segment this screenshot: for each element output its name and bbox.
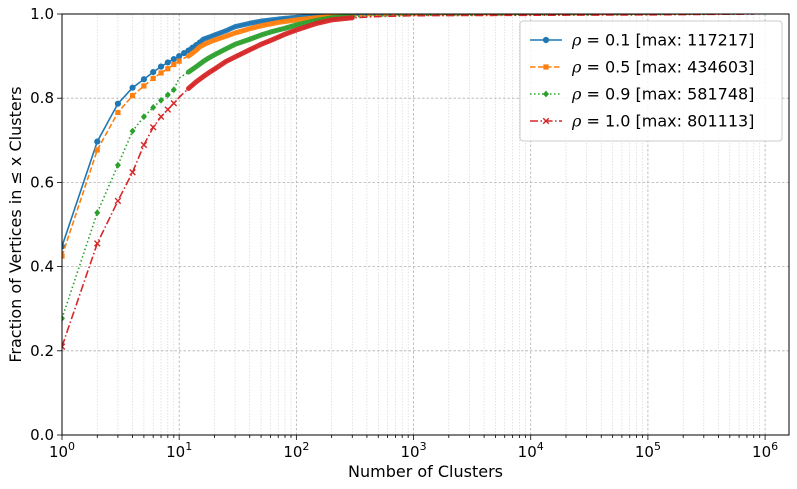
series-marker: [150, 104, 157, 111]
series-marker: [129, 169, 136, 176]
series-marker: [115, 109, 121, 116]
series-marker: [140, 141, 148, 149]
series-marker: [170, 55, 177, 63]
legend-marker: [542, 36, 550, 44]
y-tick-label: 0.8: [30, 89, 54, 107]
series-marker: [62, 253, 65, 259]
series-marker: [176, 58, 182, 64]
series-marker-band: [185, 14, 355, 59]
series-marker: [164, 59, 171, 66]
x-tick-label: 106: [752, 440, 778, 461]
legend-label: ρ = 0.1 [max: 117217]: [571, 31, 754, 50]
series-marker: [129, 127, 136, 135]
series-marker: [157, 63, 165, 70]
y-tick-label: 0.0: [30, 426, 54, 444]
series-marker: [94, 209, 101, 217]
plot-frame: [61, 13, 790, 436]
legend-entry: ρ = 0.1 [max: 117217]: [530, 31, 754, 50]
legend-box: [519, 20, 783, 142]
series-marker: [164, 106, 172, 113]
series-marker: [93, 240, 101, 247]
series-marker: [150, 75, 156, 82]
series-marker: [94, 138, 101, 145]
legend-label: ρ = 0.9 [max: 581748]: [571, 85, 754, 104]
series-marker: [165, 66, 171, 72]
legend-marker: [543, 64, 549, 70]
series-marker: [158, 96, 165, 104]
series-marker: [150, 68, 157, 76]
series-marker: [170, 99, 178, 107]
series-2: [62, 14, 723, 259]
series-marker: [129, 93, 136, 99]
series-marker: [62, 343, 66, 350]
legend: ρ = 0.1 [max: 117217] ρ = 0.5 [max: 43460…: [519, 20, 783, 142]
series-marker: [149, 123, 157, 131]
x-tick-label: 102: [283, 440, 309, 461]
series-layer: [62, 14, 754, 350]
legend-entry: ρ = 0.9 [max: 581748]: [530, 85, 754, 104]
legend-entry: ρ = 0.5 [max: 434603]: [530, 58, 754, 77]
x-tick-label: 103: [400, 440, 426, 461]
x-axis-title: Number of Clusters: [348, 462, 503, 481]
y-tick-label: 1.0: [30, 5, 54, 23]
series-marker: [170, 86, 177, 94]
series-marker: [114, 161, 121, 169]
series-marker: [157, 113, 165, 121]
legend-marker: [542, 117, 550, 125]
y-axis-title: Fraction of Vertices in ≤ x Clusters: [6, 86, 25, 362]
x-tick-label: 101: [166, 440, 192, 461]
series-marker: [140, 76, 148, 83]
axis-ticks: 0.0 0.2 0.4 0.6 0.8 1.0 100 101 102 103 104 105 106: [30, 5, 778, 461]
y-tick-label: 0.6: [30, 173, 54, 191]
series-marker-band: [185, 15, 355, 92]
series-marker: [158, 70, 164, 76]
series-marker: [180, 50, 188, 57]
series-marker-band: [185, 14, 355, 75]
series-marker: [140, 113, 147, 121]
y-tick-label: 0.2: [30, 342, 54, 360]
series-marker: [141, 83, 147, 89]
series-4: [62, 14, 754, 350]
legend-label: ρ = 1.0 [max: 801113]: [571, 112, 754, 131]
x-tick-label: 104: [518, 440, 544, 461]
series-marker: [114, 100, 122, 107]
legend-label: ρ = 0.5 [max: 434603]: [571, 58, 754, 77]
series-marker: [176, 53, 183, 60]
series-marker: [129, 84, 136, 91]
series-marker: [94, 147, 100, 153]
series-marker: [62, 314, 65, 322]
series-marker: [171, 61, 177, 68]
series-marker: [164, 91, 171, 99]
x-tick-label: 105: [635, 440, 661, 461]
legend-marker: [543, 90, 549, 98]
y-tick-label: 0.4: [30, 258, 54, 276]
legend-entry: ρ = 1.0 [max: 801113]: [530, 112, 754, 131]
x-tick-label: 100: [49, 440, 75, 461]
series-marker: [114, 197, 122, 205]
